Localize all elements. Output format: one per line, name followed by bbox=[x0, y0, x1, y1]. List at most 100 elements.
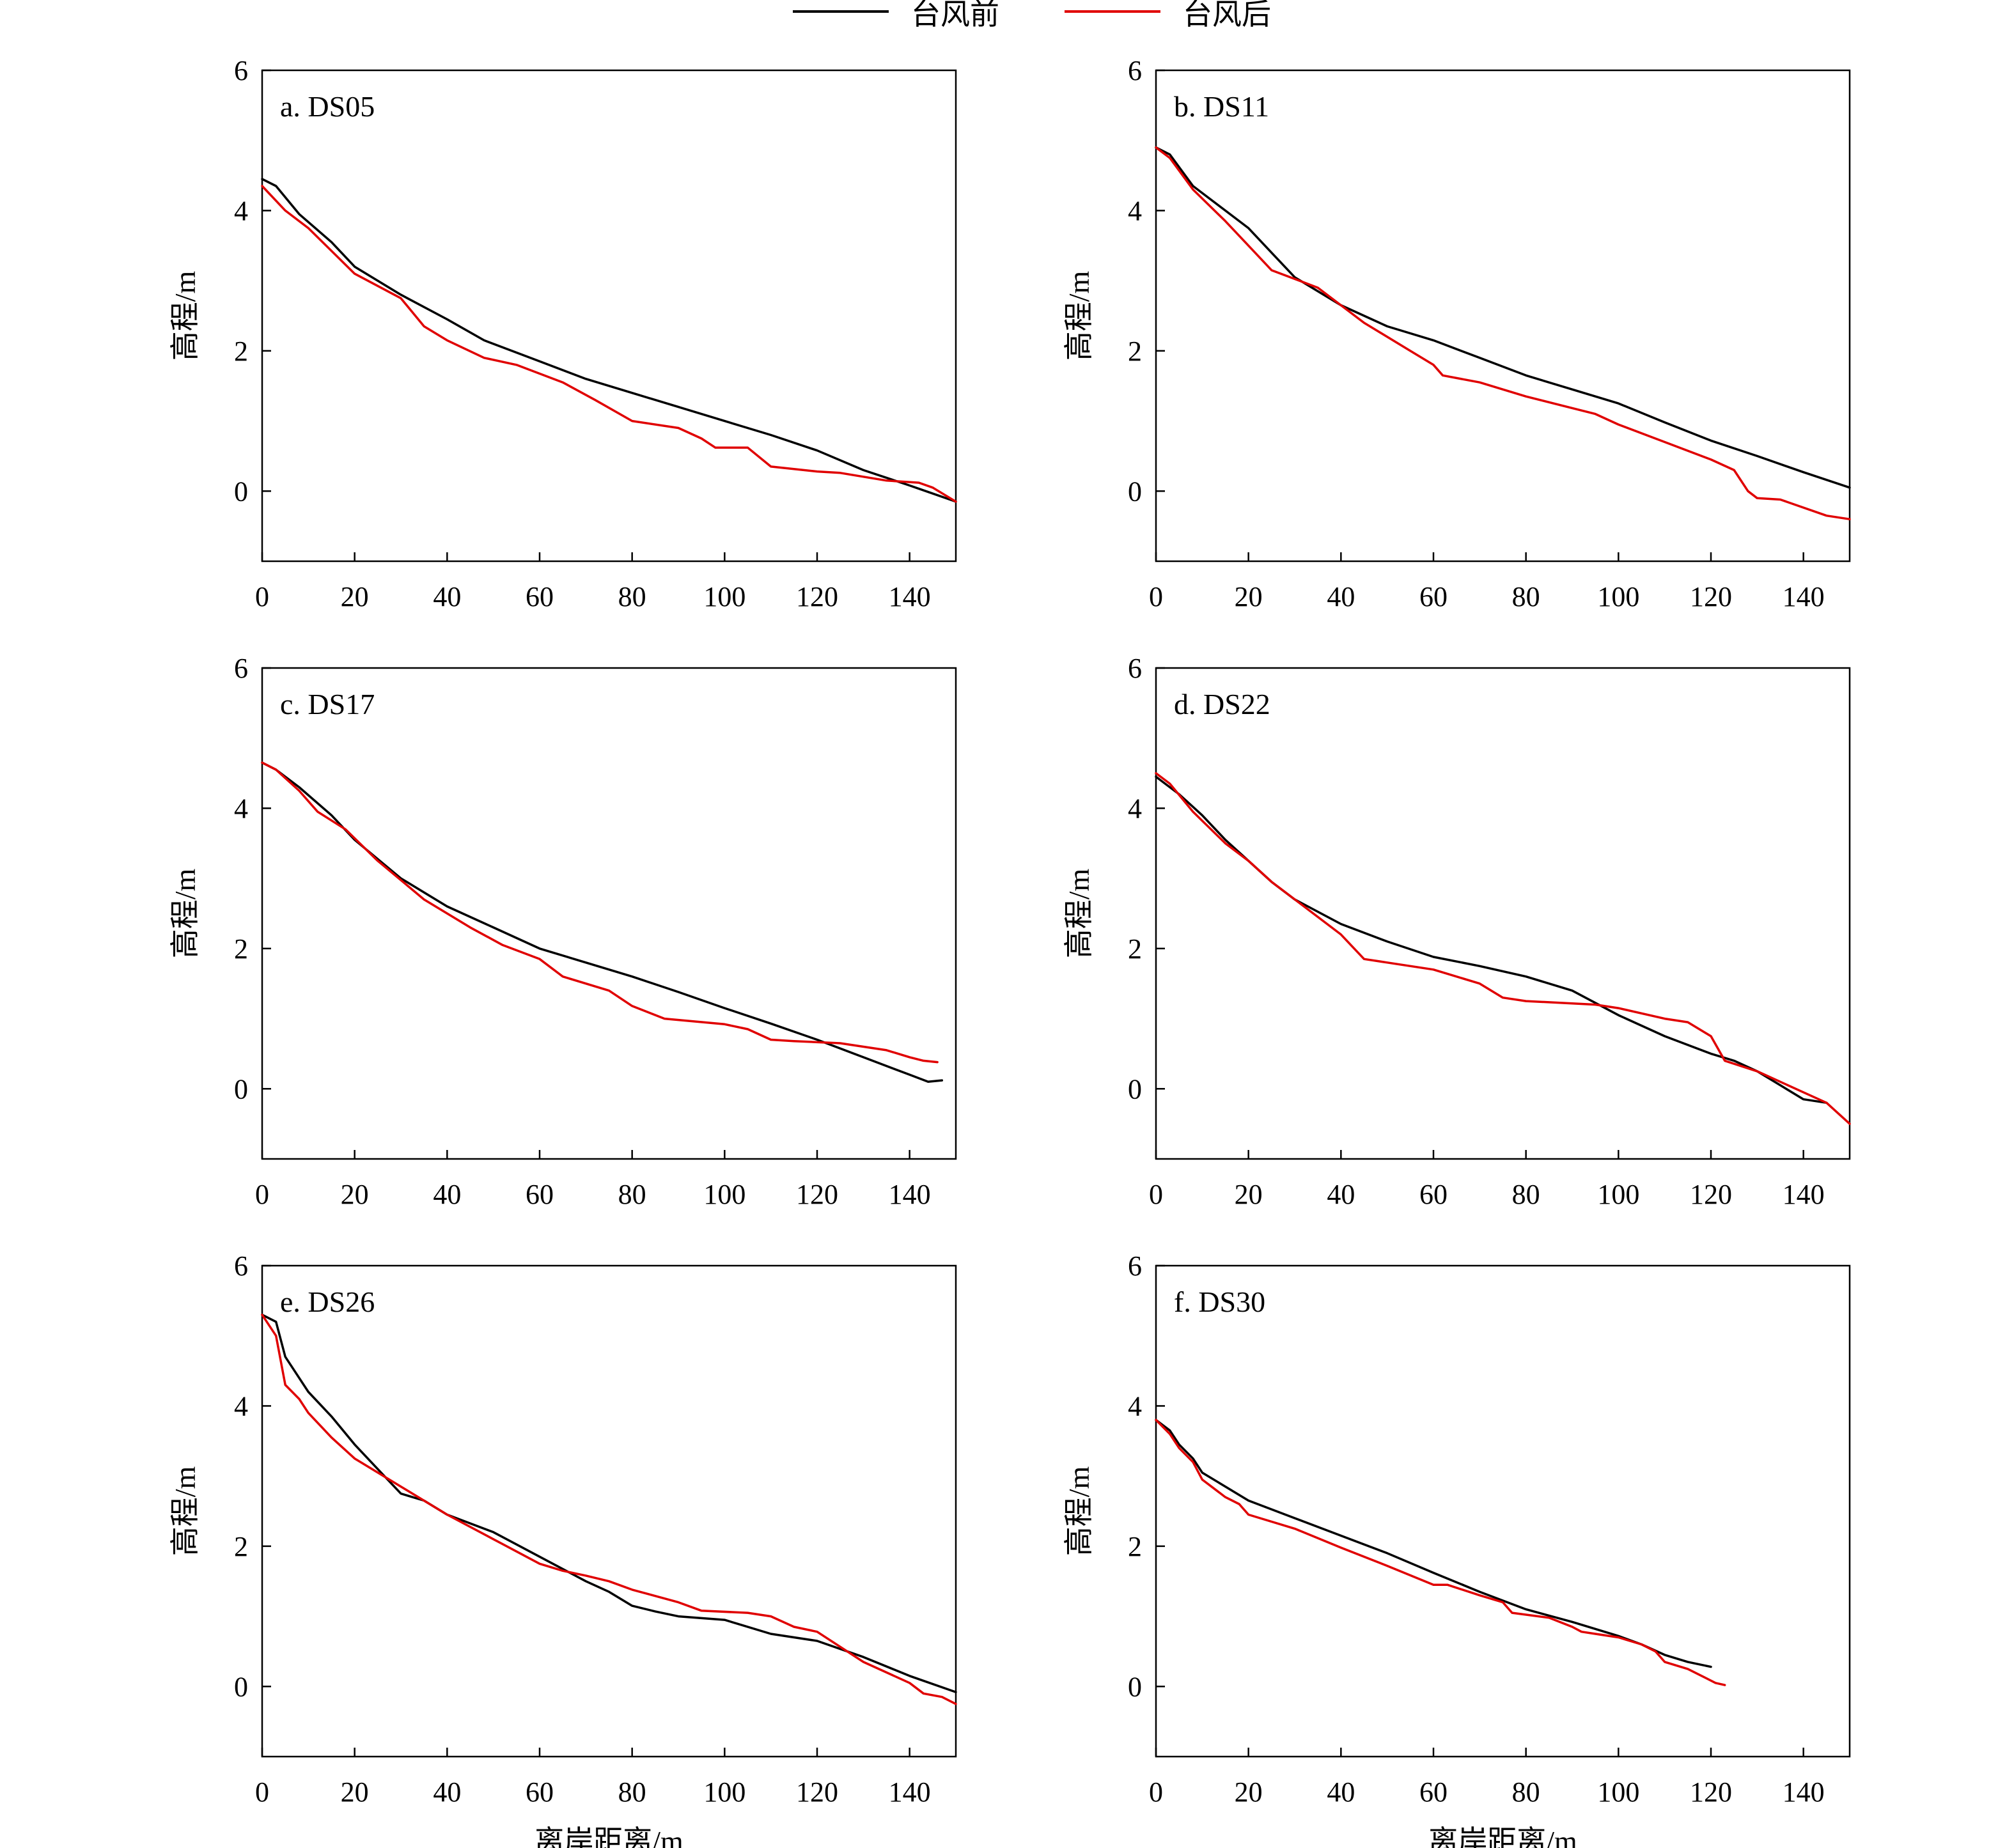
x-tick-label: 100 bbox=[1597, 1179, 1639, 1210]
y-tick-label: 0 bbox=[234, 476, 248, 507]
y-tick-label: 4 bbox=[234, 793, 248, 824]
y-tick-label: 2 bbox=[234, 336, 248, 367]
y-axis-label: 高程/m bbox=[169, 869, 201, 959]
panel-title: b. DS11 bbox=[1174, 90, 1269, 123]
series-line-before bbox=[261, 1314, 957, 1693]
series-line-after bbox=[261, 761, 939, 1064]
series-line-before bbox=[1155, 775, 1828, 1104]
x-tick-label: 40 bbox=[1327, 1776, 1355, 1808]
x-tick-label: 140 bbox=[1783, 1179, 1825, 1210]
y-tick-label: 6 bbox=[1128, 1250, 1142, 1282]
y-tick-label: 4 bbox=[1128, 793, 1142, 824]
x-tick-label: 60 bbox=[1419, 1776, 1448, 1808]
y-tick-label: 6 bbox=[234, 653, 248, 684]
x-tick-label: 60 bbox=[526, 1179, 554, 1210]
y-tick-label: 2 bbox=[1128, 1531, 1142, 1562]
x-tick-label: 120 bbox=[1690, 1179, 1732, 1210]
x-tick-label: 80 bbox=[618, 1179, 646, 1210]
plot-frame bbox=[261, 69, 957, 563]
plot-frame bbox=[1155, 667, 1851, 1160]
series-line-after bbox=[261, 1314, 957, 1705]
y-tick-label: 4 bbox=[234, 195, 248, 226]
x-tick-label: 100 bbox=[1597, 581, 1639, 612]
y-tick-label: 2 bbox=[234, 933, 248, 965]
panel-title: e. DS26 bbox=[280, 1285, 375, 1318]
y-tick-label: 2 bbox=[1128, 933, 1142, 965]
x-tick-label: 120 bbox=[796, 1179, 838, 1210]
x-tick-label: 0 bbox=[255, 1179, 269, 1210]
y-tick-label: 6 bbox=[1128, 653, 1142, 684]
panel-3: 0 20 40 60 80 100 120 140 0 2 4 6 高程/m c. DS17 bbox=[169, 653, 957, 1210]
y-tick-label: 2 bbox=[234, 1531, 248, 1562]
x-tick-label: 140 bbox=[1783, 1776, 1825, 1808]
x-tick-label: 140 bbox=[889, 1776, 931, 1808]
x-tick-label: 20 bbox=[1235, 581, 1263, 612]
x-tick-label: 60 bbox=[1419, 1179, 1448, 1210]
panel-title: d. DS22 bbox=[1174, 688, 1270, 720]
plot-frame bbox=[261, 667, 957, 1160]
panel-1: 0 20 40 60 80 100 120 140 0 2 4 6 高程/m a. DS05 bbox=[169, 55, 957, 612]
legend-label-before: 台风前 bbox=[911, 0, 999, 31]
y-tick-label: 2 bbox=[1128, 336, 1142, 367]
y-tick-label: 6 bbox=[1128, 55, 1142, 86]
y-tick-label: 4 bbox=[1128, 195, 1142, 226]
panel-title: f. DS30 bbox=[1174, 1285, 1265, 1318]
series-line-after bbox=[1155, 146, 1851, 520]
x-tick-label: 20 bbox=[1235, 1776, 1263, 1808]
y-tick-label: 4 bbox=[1128, 1390, 1142, 1422]
x-tick-label: 40 bbox=[1327, 581, 1355, 612]
x-axis-label: 离岸距离/m bbox=[1428, 1825, 1577, 1848]
x-tick-label: 80 bbox=[618, 581, 646, 612]
plot-frame bbox=[1155, 69, 1851, 563]
legend: 台风前 台风后 bbox=[793, 0, 1271, 31]
x-tick-label: 60 bbox=[1419, 581, 1448, 612]
x-tick-label: 80 bbox=[1512, 581, 1540, 612]
x-tick-label: 0 bbox=[1149, 581, 1163, 612]
series-line-before bbox=[1155, 146, 1851, 489]
panel-2: 0 20 40 60 80 100 120 140 0 2 4 6 高程/m b. DS11 bbox=[1063, 55, 1851, 612]
y-tick-label: 0 bbox=[1128, 1073, 1142, 1105]
x-tick-label: 60 bbox=[526, 581, 554, 612]
y-tick-label: 6 bbox=[234, 55, 248, 86]
x-tick-label: 0 bbox=[255, 581, 269, 612]
x-tick-label: 80 bbox=[1512, 1179, 1540, 1210]
plot-frame bbox=[261, 1264, 957, 1758]
plot-frame bbox=[1155, 1264, 1851, 1758]
x-tick-label: 100 bbox=[703, 1179, 745, 1210]
legend-label-after: 台风后 bbox=[1183, 0, 1271, 31]
y-tick-label: 0 bbox=[234, 1671, 248, 1702]
x-tick-label: 20 bbox=[341, 1776, 369, 1808]
x-tick-label: 140 bbox=[1783, 581, 1825, 612]
x-tick-label: 60 bbox=[526, 1776, 554, 1808]
series-line-after bbox=[261, 185, 957, 503]
x-tick-label: 140 bbox=[889, 1179, 931, 1210]
y-axis-label: 高程/m bbox=[1063, 1466, 1095, 1557]
y-axis-label: 高程/m bbox=[169, 1466, 201, 1557]
x-tick-label: 40 bbox=[433, 1179, 461, 1210]
x-tick-label: 20 bbox=[341, 581, 369, 612]
y-axis-label: 高程/m bbox=[169, 271, 201, 361]
series-line-after bbox=[1155, 772, 1851, 1125]
series-line-after bbox=[1155, 1418, 1726, 1686]
y-tick-label: 6 bbox=[234, 1250, 248, 1282]
x-tick-label: 120 bbox=[1690, 581, 1732, 612]
x-tick-label: 140 bbox=[889, 581, 931, 612]
panel-6: 0 20 40 60 80 100 120 140 0 2 4 6 高程/m 离岸距离/m f. DS30 bbox=[1063, 1250, 1851, 1848]
x-tick-label: 80 bbox=[618, 1776, 646, 1808]
y-axis-label: 高程/m bbox=[1063, 869, 1095, 959]
panel-5: 0 20 40 60 80 100 120 140 0 2 4 6 高程/m 离岸距离/m e. DS26 bbox=[169, 1250, 957, 1848]
x-tick-label: 0 bbox=[1149, 1179, 1163, 1210]
y-tick-label: 4 bbox=[234, 1390, 248, 1422]
x-tick-label: 0 bbox=[1149, 1776, 1163, 1808]
x-tick-label: 40 bbox=[1327, 1179, 1355, 1210]
series-line-before bbox=[261, 761, 944, 1083]
y-tick-label: 0 bbox=[234, 1073, 248, 1105]
x-tick-label: 120 bbox=[1690, 1776, 1732, 1808]
x-tick-label: 100 bbox=[703, 1776, 745, 1808]
y-tick-label: 0 bbox=[1128, 1671, 1142, 1702]
x-tick-label: 20 bbox=[341, 1179, 369, 1210]
x-tick-label: 120 bbox=[796, 581, 838, 612]
panel-title: c. DS17 bbox=[280, 688, 375, 720]
